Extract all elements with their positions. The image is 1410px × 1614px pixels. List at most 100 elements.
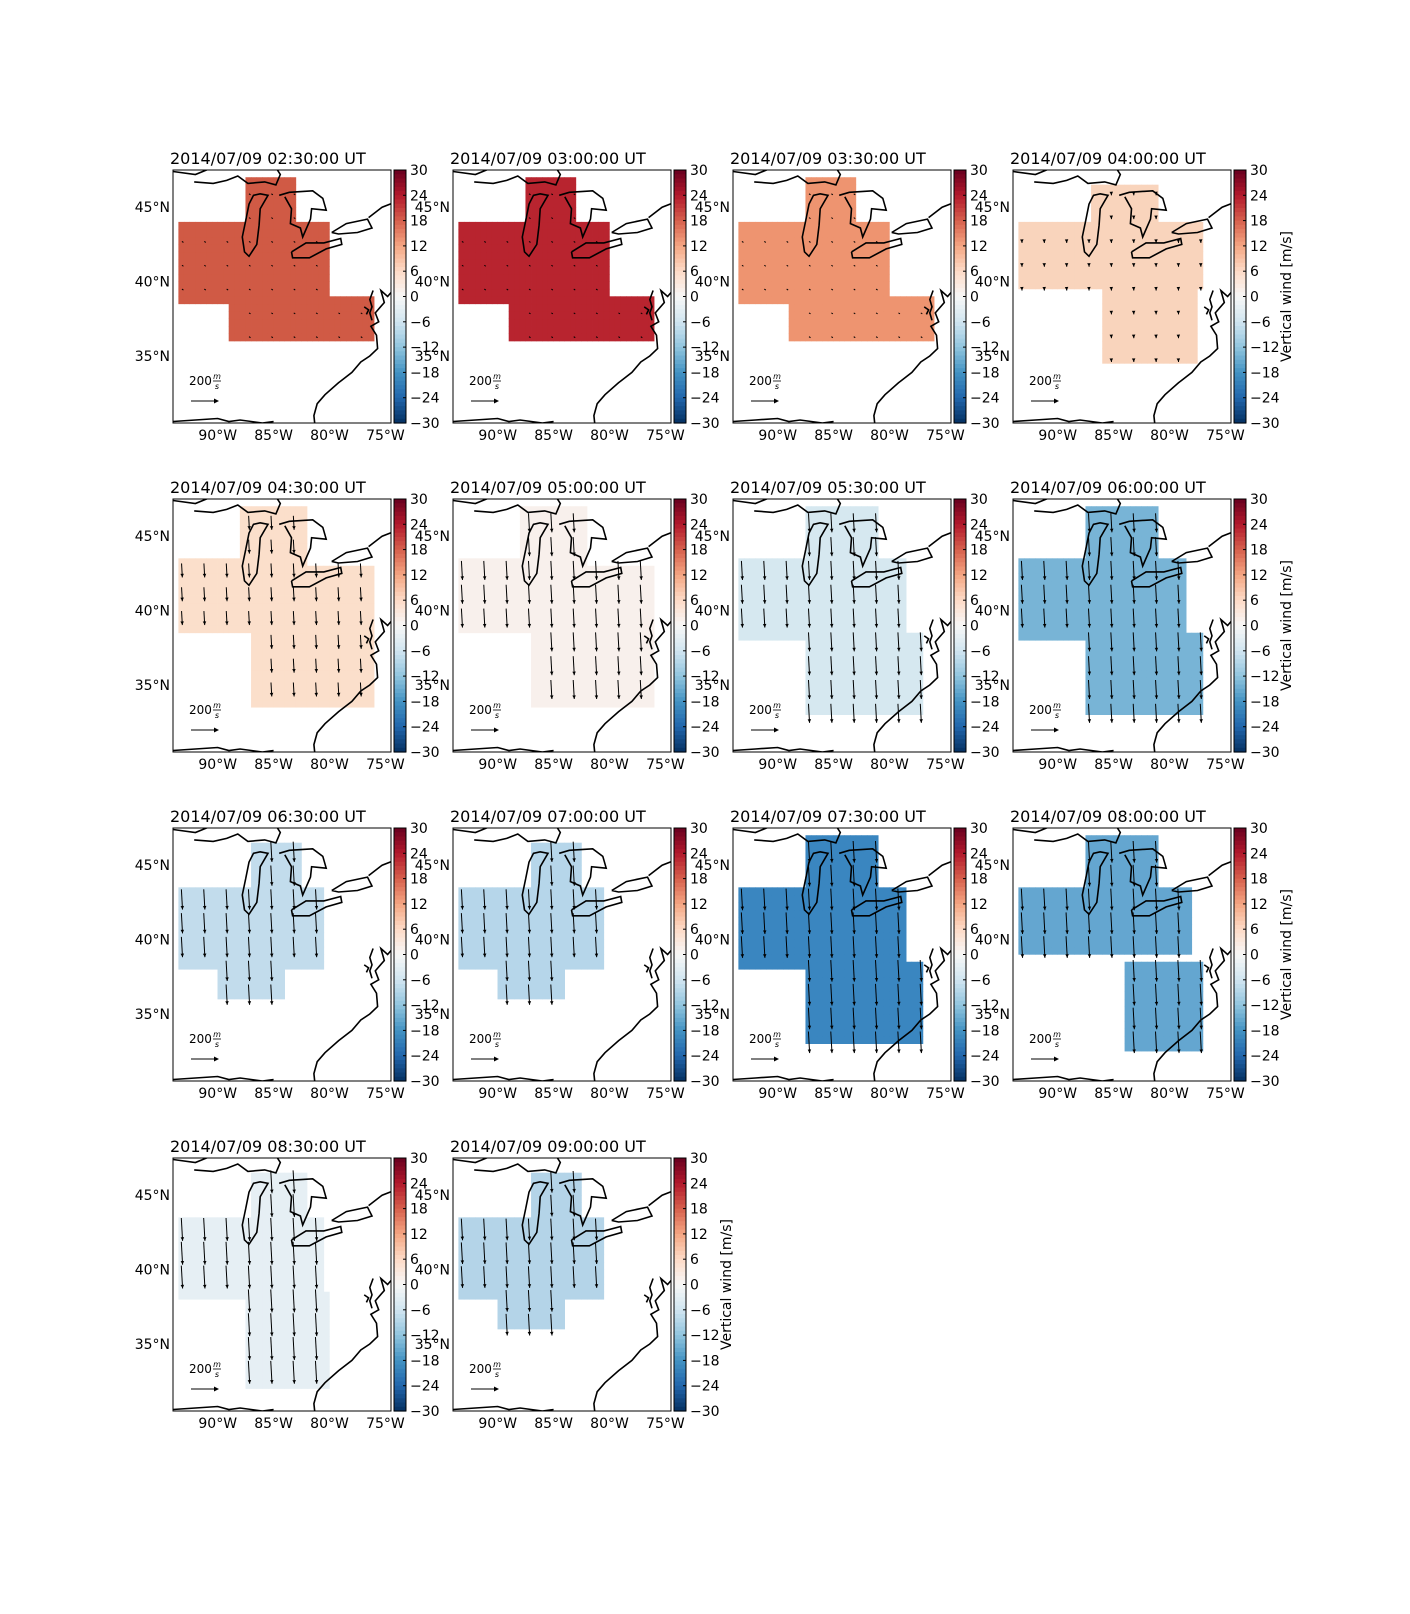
panel-title: 2014/07/09 09:00:00 UT [450, 1137, 646, 1156]
lon-tick-label: 75°W [926, 757, 965, 773]
scale-arrow-unit-numerator: m [1053, 701, 1061, 710]
lon-tick-label: 90°W [198, 1086, 237, 1102]
lon-tick-label: 85°W [1094, 757, 1133, 773]
scale-arrow-value: 200 [189, 1362, 212, 1376]
lon-tick-label: 90°W [478, 428, 517, 444]
panel-title: 2014/07/09 07:00:00 UT [450, 807, 646, 826]
scale-arrow-unit-denominator: s [1055, 382, 1059, 391]
colorbar-tick-label: −30 [970, 1074, 1000, 1090]
lon-tick-label: 85°W [254, 757, 293, 773]
colorbar-tick-label: 12 [970, 897, 988, 913]
scale-arrow-unit-denominator: s [495, 711, 499, 720]
lat-tick-label: 45°N [975, 858, 1010, 874]
colorbar-tick-label: −18 [970, 694, 1000, 710]
lon-tick-label: 90°W [758, 1086, 797, 1102]
lon-tick-label: 85°W [254, 1086, 293, 1102]
lon-tick-label: 80°W [1150, 757, 1189, 773]
colorbar-tick-label: −6 [690, 315, 711, 331]
colorbar-tick-label: 0 [1250, 290, 1259, 306]
lat-tick-label: 35°N [415, 349, 450, 365]
lon-tick-label: 80°W [590, 428, 629, 444]
vertical-wind-field [458, 843, 604, 1000]
lon-tick-label: 90°W [478, 1086, 517, 1102]
vertical-wind-field [178, 506, 374, 707]
scale-arrow-unit-denominator: s [775, 711, 779, 720]
lon-tick-label: 85°W [814, 757, 853, 773]
lon-tick-label: 85°W [254, 428, 293, 444]
colorbar-tick-label: −24 [970, 720, 1000, 736]
lat-tick-label: 45°N [415, 200, 450, 216]
colorbar-tick-label: 0 [690, 1278, 699, 1294]
lat-tick-label: 45°N [415, 529, 450, 545]
vertical-wind-field [458, 1173, 604, 1330]
lon-tick-label: 80°W [310, 1086, 349, 1102]
colorbar-tick-label: −30 [970, 416, 1000, 432]
colorbar-tick-label: −18 [1250, 1023, 1280, 1039]
lon-tick-label: 80°W [1150, 1086, 1189, 1102]
colorbar-tick-label: −24 [690, 1379, 720, 1395]
lon-tick-label: 85°W [1094, 428, 1133, 444]
colorbar-tick-label: −30 [1250, 1074, 1280, 1090]
lat-tick-label: 40°N [135, 933, 170, 949]
colorbar-label: Vertical wind [m/s] [1279, 231, 1295, 362]
lon-tick-label: 90°W [198, 428, 237, 444]
colorbar-tick-label: 12 [410, 897, 428, 913]
colorbar-tick-label: −24 [1250, 1049, 1280, 1065]
colorbar-label: Vertical wind [m/s] [1279, 889, 1295, 1020]
lon-tick-label: 80°W [870, 757, 909, 773]
colorbar-tick-label: −18 [690, 1023, 720, 1039]
lat-tick-label: 35°N [975, 1007, 1010, 1023]
colorbar-tick-label: 24 [1250, 517, 1268, 533]
lon-tick-label: 80°W [310, 428, 349, 444]
colorbar-tick-label: −6 [410, 1303, 431, 1319]
colorbar-tick-label: −12 [1250, 998, 1280, 1014]
scale-arrow-value: 200 [469, 1032, 492, 1046]
colorbar-tick-label: −24 [410, 1049, 440, 1065]
colorbar-tick-label: −12 [690, 1328, 720, 1344]
colorbar-tick-label: −18 [690, 365, 720, 381]
colorbar-tick-label: 30 [690, 821, 708, 837]
colorbar-tick-label: 18 [690, 1202, 708, 1218]
colorbar-tick-label: 30 [970, 492, 988, 508]
colorbar-tick-label: −18 [410, 1353, 440, 1369]
lat-tick-label: 35°N [135, 349, 170, 365]
lat-tick-label: 35°N [415, 1007, 450, 1023]
colorbar-tick-label: 0 [690, 290, 699, 306]
panel-title: 2014/07/09 04:30:00 UT [170, 478, 366, 497]
scale-arrow-value: 200 [189, 703, 212, 717]
colorbar-tick-label: −24 [410, 720, 440, 736]
lon-tick-label: 75°W [926, 1086, 965, 1102]
lon-tick-label: 75°W [1206, 1086, 1245, 1102]
colorbar-tick-label: 12 [690, 239, 708, 255]
lat-tick-label: 35°N [135, 678, 170, 694]
colorbar-tick-label: 12 [1250, 897, 1268, 913]
scale-arrow-unit-denominator: s [1055, 1040, 1059, 1049]
lon-tick-label: 80°W [590, 1416, 629, 1432]
panel-title: 2014/07/09 05:00:00 UT [450, 478, 646, 497]
colorbar-tick-label: 30 [970, 821, 988, 837]
colorbar-label: Vertical wind [m/s] [1279, 560, 1295, 691]
colorbar-tick-label: −30 [690, 1404, 720, 1420]
lon-tick-label: 75°W [1206, 757, 1245, 773]
colorbar-tick-label: −24 [690, 1049, 720, 1065]
scale-arrow-unit-numerator: m [213, 1360, 221, 1369]
colorbar-tick-label: −30 [690, 416, 720, 432]
scale-arrow-unit-numerator: m [493, 372, 501, 381]
panel-title: 2014/07/09 08:30:00 UT [170, 1137, 366, 1156]
colorbar-tick-label: 12 [690, 568, 708, 584]
panel-title: 2014/07/09 06:00:00 UT [1010, 478, 1206, 497]
colorbar-tick-label: 12 [690, 1227, 708, 1243]
scale-arrow-unit-numerator: m [213, 372, 221, 381]
lon-tick-label: 80°W [590, 757, 629, 773]
colorbar-tick-label: 12 [1250, 239, 1268, 255]
scale-arrow-unit-numerator: m [493, 1030, 501, 1039]
lat-tick-label: 45°N [135, 529, 170, 545]
vertical-wind-field [178, 177, 374, 341]
